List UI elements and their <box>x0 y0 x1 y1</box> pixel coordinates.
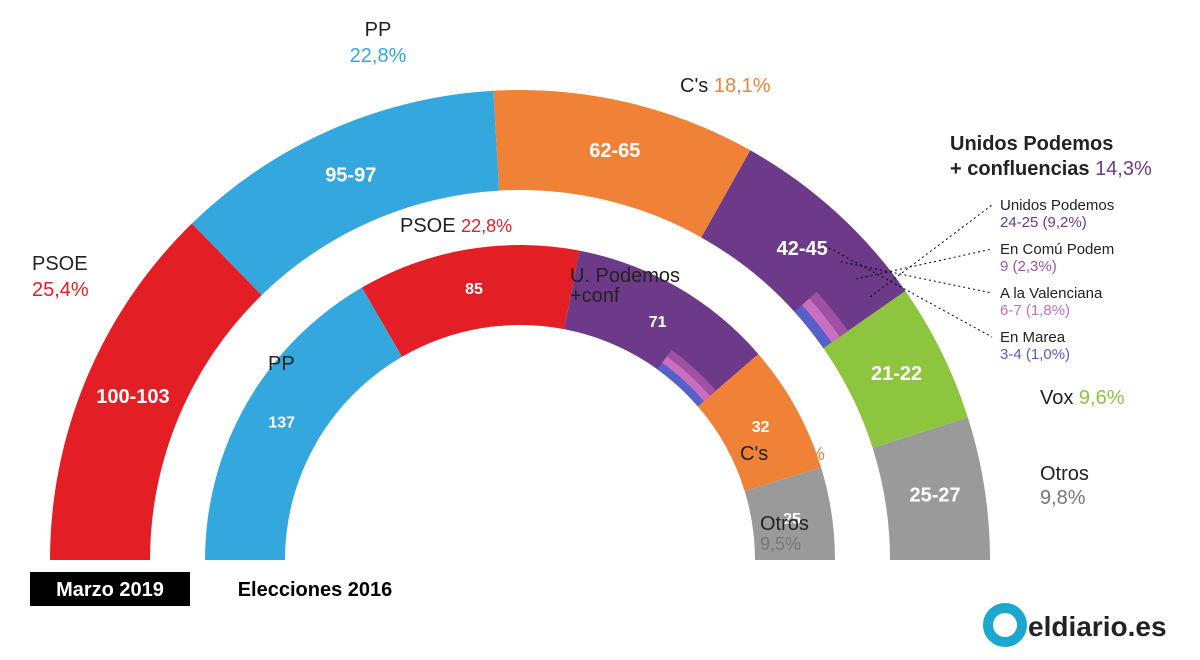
outer-seats-vox: 21-22 <box>871 363 922 385</box>
outer-label-psoe: PSOE <box>32 253 88 275</box>
outer-pct-otros: 9,8% <box>1040 487 1086 509</box>
outer-seats-pp: 95-97 <box>325 165 376 187</box>
outer-label-cs: C's 18,1% <box>680 75 771 97</box>
inner-label-up-2: +conf 21,3% <box>570 285 676 307</box>
outer-label-up-2: + confluencias 14,3% <box>950 158 1152 180</box>
inner-seats-pp: 137 <box>268 415 295 432</box>
outer-label-vox: Vox 9,6% <box>1040 387 1125 409</box>
outer-seats-otros: 25-27 <box>909 485 960 507</box>
inner-pct-pp: 33,3% <box>268 378 319 398</box>
period-label-inner: Elecciones 2016 <box>238 579 393 601</box>
inner-seats-cs: 32 <box>752 419 770 436</box>
poll-chart: 100-103 95-97 62-65 42-45 21-22 25-27 PSOE 25,4… <box>0 0 1200 660</box>
conf-name-3: En Marea <box>1000 329 1066 346</box>
conf-val-0: 24-25 (9,2%) <box>1000 214 1087 231</box>
inner-seg-psoe <box>362 245 580 357</box>
outer-seats-cs: 62-65 <box>589 140 640 162</box>
conf-name-0: Unidos Podemos <box>1000 197 1114 214</box>
outer-label-pp: PP <box>365 19 392 41</box>
inner-label-cs: C's 13,2% <box>740 443 825 465</box>
logo-ring-icon <box>988 608 1022 642</box>
inner-seats-psoe: 85 <box>465 281 483 298</box>
conf-name-1: En Comú Podem <box>1000 241 1114 258</box>
period-label-outer: Marzo 2019 <box>56 579 164 601</box>
inner-label-pp: PP <box>268 353 295 375</box>
inner-label-otros: Otros <box>760 513 809 535</box>
conf-val-2: 6-7 (1,8%) <box>1000 302 1070 319</box>
outer-label-otros: Otros <box>1040 463 1089 485</box>
outer-seg-cs <box>493 90 750 237</box>
outer-pct-psoe: 25,4% <box>32 279 89 301</box>
source-logo: eldiario.es <box>988 608 1167 642</box>
logo-text: eldiario.es <box>1028 611 1167 642</box>
inner-label-psoe: PSOE 22,8% <box>400 215 512 237</box>
outer-seats-up: 42-45 <box>777 238 828 260</box>
inner-pct-otros: 9,5% <box>760 534 801 554</box>
conf-val-1: 9 (2,3%) <box>1000 258 1057 275</box>
inner-seg-pp <box>205 288 402 560</box>
outer-pct-pp: 22,8% <box>350 45 407 67</box>
outer-label-up-1: Unidos Podemos <box>950 133 1113 155</box>
conf-name-2: A la Valenciana <box>1000 285 1103 302</box>
outer-seats-psoe: 100-103 <box>96 386 169 408</box>
inner-label-up-1: U. Podemos <box>570 265 680 287</box>
conf-val-3: 3-4 (1,0%) <box>1000 346 1070 363</box>
inner-seats-up: 71 <box>649 314 667 331</box>
inner-ring: 13785713225PP33,3%PSOE 22,8%U. Podemos+c… <box>205 215 835 560</box>
